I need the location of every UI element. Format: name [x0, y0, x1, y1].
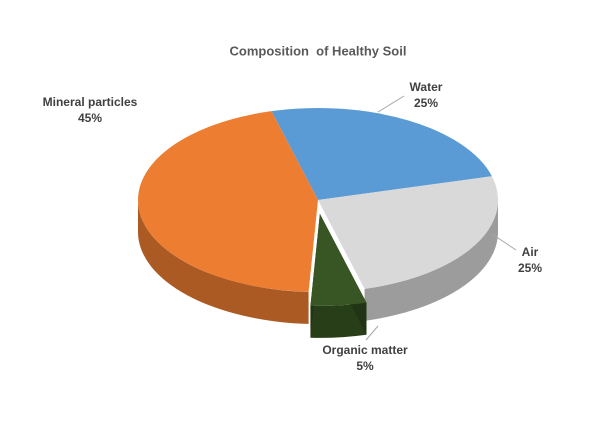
- data-label-value: 25%: [414, 96, 438, 110]
- slice-side: [364, 200, 498, 321]
- slice: [318, 176, 499, 289]
- data-label-value: 5%: [356, 359, 374, 373]
- data-label-name: Organic matter: [322, 343, 408, 357]
- data-label-value: 45%: [78, 111, 102, 125]
- data-label-name: Water: [410, 80, 443, 94]
- data-label-name: Air: [522, 245, 539, 259]
- slice-side: [138, 200, 309, 324]
- slice-side: [310, 302, 367, 338]
- slice: [271, 108, 492, 200]
- leader-line: [365, 325, 379, 341]
- data-label-value: 25%: [518, 261, 542, 275]
- data-label-name: Mineral particles: [43, 95, 138, 109]
- leader-line: [377, 95, 405, 113]
- slice: [137, 111, 318, 292]
- leader-line: [491, 233, 517, 251]
- chart-title: Composition of Healthy Soil: [230, 43, 407, 58]
- slice: [310, 213, 367, 306]
